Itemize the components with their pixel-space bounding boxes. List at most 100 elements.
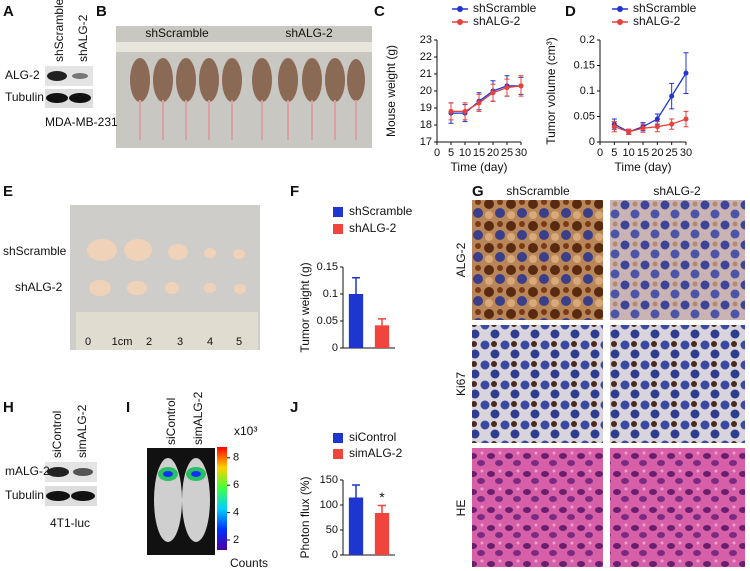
panel-letter: F: [290, 183, 299, 200]
bar: [348, 497, 364, 555]
band: [69, 93, 91, 103]
point: [669, 93, 675, 99]
bar: [374, 325, 390, 348]
band: [46, 93, 68, 103]
panel-letter: G: [472, 183, 484, 200]
tumors: [87, 239, 246, 296]
label: 2: [233, 534, 239, 546]
x-tick-label: 0: [434, 147, 440, 159]
label: mALG-2: [5, 464, 50, 478]
label: Tumor weight (g): [298, 262, 312, 352]
panel-letter: C: [374, 3, 385, 20]
legend-marker: [617, 6, 623, 12]
label: shScramble: [145, 26, 209, 40]
label: Photon flux (%): [298, 476, 312, 558]
y-tick-label: 17: [420, 136, 432, 148]
histology: [610, 448, 745, 567]
point: [462, 108, 468, 114]
y-tick-label: 100: [320, 499, 338, 511]
band: [47, 71, 67, 81]
error-bar: [378, 318, 386, 326]
label: Mouse weight (g): [384, 45, 398, 137]
y-tick-label: 0.15: [317, 261, 338, 273]
histology: [610, 325, 745, 443]
point: [476, 100, 482, 106]
label: 4: [233, 507, 239, 519]
label: MDA-MB-231: [45, 115, 118, 129]
label: x10³: [234, 424, 257, 438]
series-line: [451, 85, 521, 114]
point: [654, 116, 660, 122]
x-tick-label: 20: [651, 147, 663, 159]
point: [518, 83, 524, 89]
y-tick-label: 22: [420, 51, 432, 63]
label: 0: [85, 336, 91, 348]
y-tick-label: 23: [420, 34, 432, 46]
label: Tubulin: [5, 90, 44, 104]
point: [611, 124, 617, 130]
x-tick-label: 5: [611, 147, 617, 159]
point: [490, 90, 496, 96]
label: Tubulin: [5, 488, 44, 502]
legend-marker: [617, 19, 623, 25]
x-tick-label: 20: [487, 147, 499, 159]
label: shScramble: [52, 0, 66, 62]
y-tick-label: 21: [420, 68, 432, 80]
histology: [472, 448, 603, 567]
mouse: [154, 458, 182, 542]
band: [71, 491, 95, 501]
x-tick-label: 30: [515, 147, 527, 159]
label: 6: [233, 479, 239, 491]
point: [654, 124, 660, 130]
panel-letter: B: [96, 3, 107, 20]
legend-marker: [457, 6, 463, 12]
histology: [472, 200, 603, 320]
band: [46, 491, 70, 501]
point: [640, 125, 646, 131]
x-tick-label: 30: [680, 147, 692, 159]
x-axis-label: Time (day): [615, 160, 672, 174]
label: siControl: [50, 411, 64, 458]
panel-letter: J: [290, 399, 298, 416]
point: [683, 70, 689, 76]
y-tick-label: 0.05: [317, 315, 338, 327]
label: ALG-2: [454, 242, 468, 277]
legend-label: simALG-2: [349, 446, 403, 460]
x-tick-label: 15: [637, 147, 649, 159]
label: Counts: [230, 556, 268, 570]
legend-label: shScramble: [473, 1, 537, 15]
label: shALG-2: [653, 184, 701, 198]
band: [47, 467, 69, 477]
label: HE: [454, 500, 468, 517]
x-tick-label: 15: [473, 147, 485, 159]
y-tick-label: 0: [332, 549, 338, 561]
signal: [163, 471, 173, 477]
y-tick-label: 0.1: [323, 288, 338, 300]
y-tick-label: 19: [420, 102, 432, 114]
label: simALG-2: [191, 391, 205, 445]
colorbar: [217, 447, 227, 550]
label: shALG-2: [76, 14, 90, 62]
legend-swatch: [333, 449, 343, 459]
legend-swatch: [333, 224, 343, 234]
y-tick-label: 50: [326, 524, 338, 536]
x-axis-label: Time (day): [451, 160, 508, 174]
x-tick-label: 10: [623, 147, 635, 159]
panel-letter: D: [565, 3, 576, 20]
histology: [472, 325, 603, 443]
label: shALG-2: [15, 280, 63, 294]
y-tick-label: 0: [589, 136, 595, 148]
x-tick-label: 25: [501, 147, 513, 159]
bar: [374, 513, 390, 555]
ruler: [76, 312, 258, 350]
legend-label: shALG-2: [633, 14, 681, 28]
signal: [191, 471, 201, 477]
point: [626, 129, 632, 135]
label: ALG-2: [5, 68, 40, 82]
label: 5: [236, 336, 242, 348]
y-tick-label: 150: [320, 474, 338, 486]
y-tick-label: 0.2: [580, 34, 595, 46]
series-line: [451, 85, 522, 113]
